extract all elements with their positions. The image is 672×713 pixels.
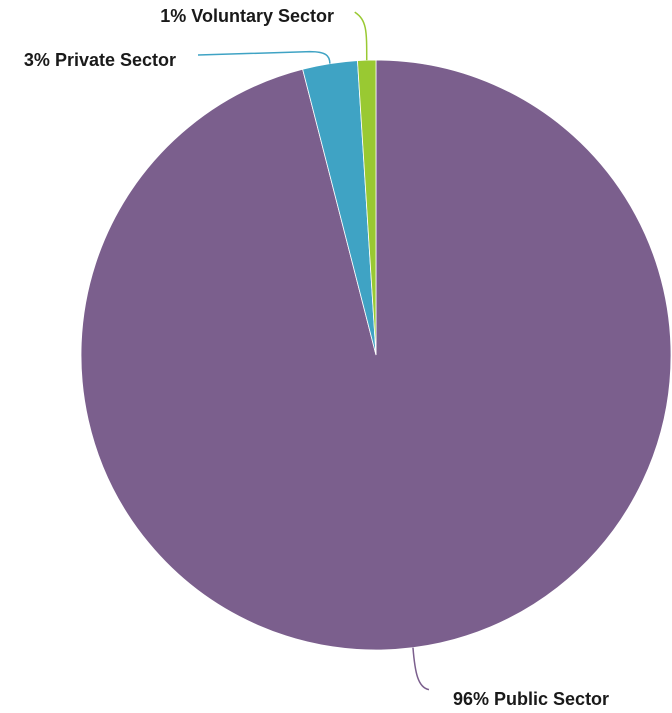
leader-lines-layer <box>197 11 430 691</box>
slices-layer <box>80 59 672 651</box>
leader-line-private-sector <box>197 50 331 64</box>
labels-layer: 96% Public Sector 3% Private Sector 1% V… <box>24 6 609 709</box>
leader-line-public-sector <box>412 647 430 691</box>
leader-line-voluntary-sector <box>354 11 368 61</box>
slice-label-private-sector: 3% Private Sector <box>24 50 176 70</box>
slice-label-public-sector: 96% Public Sector <box>453 689 609 709</box>
slice-label-voluntary-sector: 1% Voluntary Sector <box>160 6 334 26</box>
